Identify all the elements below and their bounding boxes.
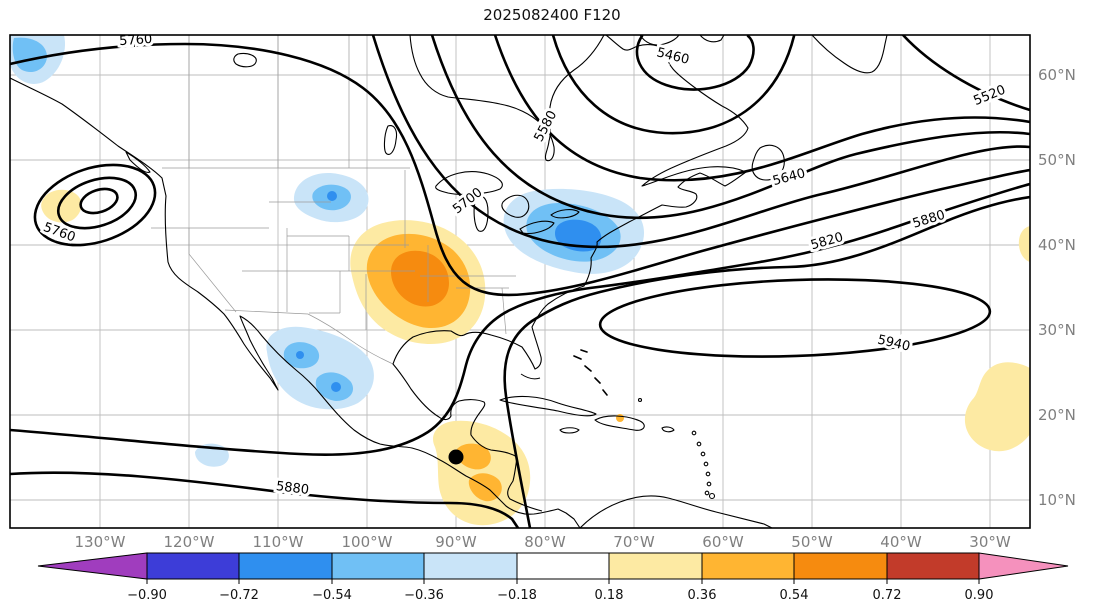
x-tick-label: 110°W bbox=[253, 533, 304, 551]
chart-title: 2025082400 F120 bbox=[483, 6, 620, 24]
contour-label: 5880 bbox=[275, 479, 310, 498]
colorbar-tick-label: 0.36 bbox=[688, 588, 717, 603]
contour-line-5880 bbox=[503, 195, 1030, 528]
negative-anomaly-core bbox=[327, 191, 337, 201]
contour-line-5460 bbox=[635, 35, 755, 91]
positive-anomaly-region bbox=[433, 420, 531, 526]
colorbar-tick-label: −0.18 bbox=[497, 588, 537, 603]
contour-line-closed-inner bbox=[56, 176, 138, 230]
y-tick-label: 60°N bbox=[1038, 66, 1076, 84]
contour-line-5760-closed bbox=[33, 163, 157, 247]
positive-anomaly-region bbox=[1018, 226, 1030, 262]
negative-anomaly-region bbox=[266, 326, 374, 410]
contour-line-5520 bbox=[901, 35, 1030, 112]
map-area: 5760 5460 5580 5640 5520 5880 5820 5700 … bbox=[10, 35, 1030, 528]
negative-anomaly-core bbox=[12, 37, 47, 73]
negative-anomaly-core bbox=[331, 382, 341, 392]
state-borders bbox=[151, 35, 516, 365]
y-tick-label: 30°N bbox=[1038, 321, 1076, 339]
y-tick-label: 40°N bbox=[1038, 236, 1076, 254]
x-tick-label: 130°W bbox=[75, 533, 126, 551]
colorbar-ticks bbox=[146, 579, 980, 584]
caribbean-islands bbox=[499, 349, 716, 500]
x-tick-label: 30°W bbox=[969, 533, 1011, 551]
contour-label: 5460 bbox=[655, 45, 691, 68]
colorbar: −0.90 −0.72 −0.54 −0.36 −0.18 0.18 0.36 … bbox=[37, 552, 1069, 603]
colorbar-tick-label: 0.54 bbox=[780, 588, 809, 603]
x-tick-label: 120°W bbox=[164, 533, 215, 551]
colorbar-segment bbox=[331, 552, 425, 580]
plot-border bbox=[9, 34, 1031, 529]
contour-label: 5820 bbox=[809, 230, 845, 254]
contour-line-5580 bbox=[493, 35, 1030, 182]
colorbar-segment bbox=[238, 552, 333, 580]
colorbar-tick-label: −0.36 bbox=[404, 588, 444, 603]
y-tick-label: 10°N bbox=[1038, 491, 1076, 509]
colorbar-tick-label: 0.18 bbox=[595, 588, 624, 603]
contour-label: 5940 bbox=[876, 333, 912, 355]
contour-line-5520 bbox=[551, 35, 796, 135]
x-tick-label: 80°W bbox=[524, 533, 566, 551]
contour-line-5760 bbox=[10, 42, 1030, 297]
y-axis-labels: 60°N 50°N 40°N 30°N 20°N 10°N bbox=[1038, 66, 1076, 509]
contour-label: 5640 bbox=[771, 166, 807, 189]
contour-line-5820 bbox=[10, 182, 1030, 456]
colorbar-segment bbox=[423, 552, 518, 580]
colorbar-extend-arrow-right bbox=[978, 552, 1069, 580]
colorbar-tick-label: 0.90 bbox=[965, 588, 994, 603]
x-tick-label: 50°W bbox=[791, 533, 833, 551]
positive-anomaly-core bbox=[616, 414, 624, 422]
positive-anomaly-region bbox=[41, 189, 82, 223]
great-lakes bbox=[435, 171, 580, 234]
coastlines bbox=[10, 35, 888, 528]
positive-anomaly-core bbox=[391, 250, 449, 307]
positive-anomaly-core bbox=[455, 443, 491, 470]
colorbar-segment bbox=[793, 552, 888, 580]
colorbar-segment bbox=[701, 552, 795, 580]
contour-line-5880 bbox=[10, 471, 520, 528]
colorbar-tick-label: −0.90 bbox=[127, 588, 167, 603]
colorbar-tick-labels: −0.90 −0.72 −0.54 −0.36 −0.18 0.18 0.36 … bbox=[127, 588, 993, 603]
colorbar-segment bbox=[886, 552, 980, 580]
colorbar-segment bbox=[516, 552, 610, 580]
contour-line-closed-inner bbox=[79, 187, 119, 215]
colorbar-extend-arrow-left bbox=[37, 552, 148, 580]
x-tick-label: 100°W bbox=[342, 533, 393, 551]
contour-lines bbox=[10, 35, 1030, 528]
colorbar-tick-label: −0.72 bbox=[219, 588, 259, 603]
colorbar-tick-label: 0.72 bbox=[873, 588, 902, 603]
colorbar-tick-label: −0.54 bbox=[312, 588, 352, 603]
negative-anomaly-core bbox=[296, 351, 304, 359]
y-tick-label: 50°N bbox=[1038, 151, 1076, 169]
colorbar-segment bbox=[146, 552, 240, 580]
x-tick-label: 40°W bbox=[880, 533, 922, 551]
y-tick-label: 20°N bbox=[1038, 406, 1076, 424]
contour-line-5940 bbox=[598, 278, 992, 358]
positive-anomaly-region bbox=[964, 362, 1030, 452]
colorbar-segment bbox=[608, 552, 703, 580]
x-axis-labels: 130°W 120°W 110°W 100°W 90°W 80°W 70°W 6… bbox=[75, 533, 1011, 551]
contour-line-5700 bbox=[371, 35, 1030, 249]
x-tick-label: 90°W bbox=[435, 533, 477, 551]
x-tick-label: 70°W bbox=[613, 533, 655, 551]
x-tick-label: 60°W bbox=[702, 533, 744, 551]
contour-line-5640 bbox=[430, 35, 1030, 220]
map-point-marker bbox=[448, 449, 464, 465]
